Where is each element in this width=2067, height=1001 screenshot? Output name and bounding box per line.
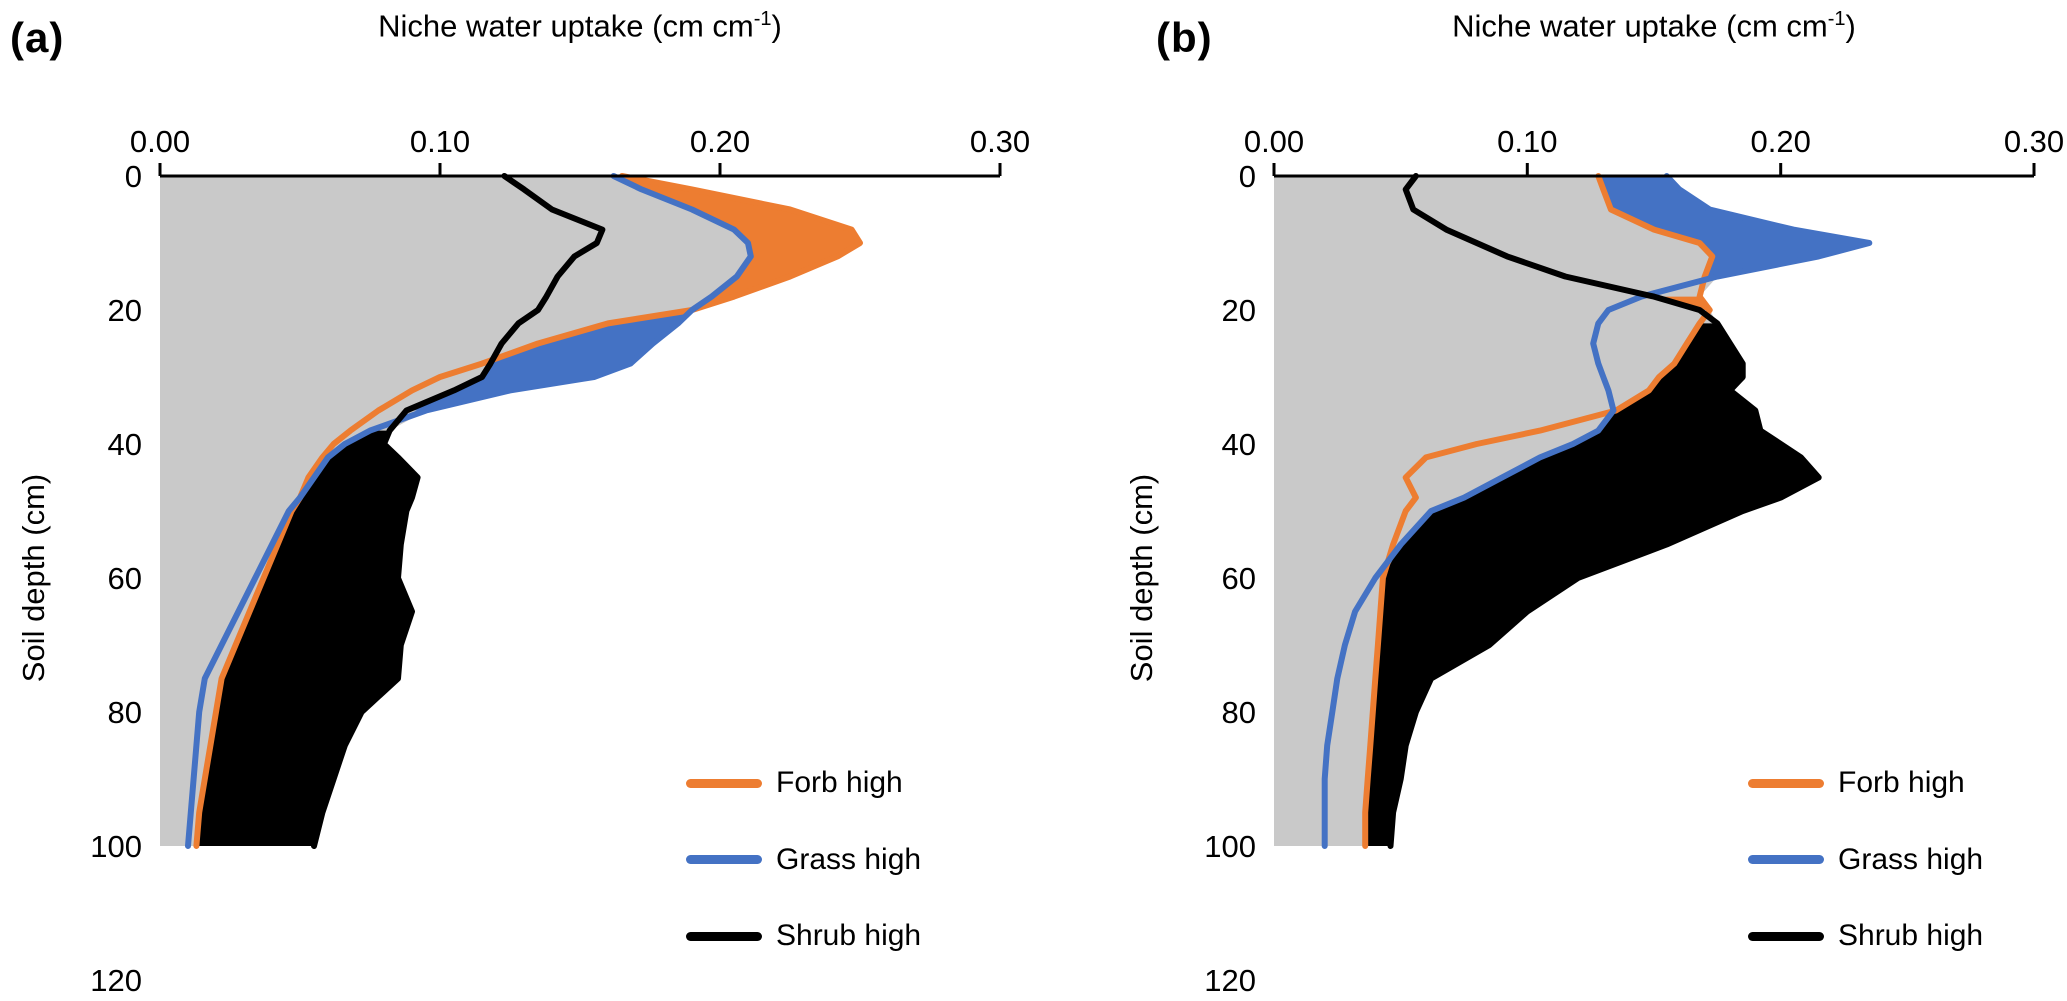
legend-item-forb-high: Forb high: [686, 766, 921, 801]
forb-high-legend-label: Forb high: [776, 766, 903, 799]
grass-high-line: [1321, 173, 1873, 849]
x-tick-label: 0.30: [970, 124, 1030, 159]
y-tick-label: 60: [108, 561, 142, 596]
y-tick-label: 0: [125, 159, 142, 194]
y-tick-label: 60: [1222, 561, 1256, 596]
x-axis-title-text: Niche water uptake (cm cm: [378, 8, 754, 44]
y-axis-title: Soil depth (cm): [16, 474, 51, 682]
grass-high-swatch: [1748, 855, 1824, 865]
y-axis-title: Soil depth (cm): [1124, 474, 1159, 682]
y-tick-label: 100: [1204, 829, 1256, 864]
forb-high-area: [613, 176, 860, 310]
grass-high-area: [1598, 176, 1870, 277]
x-tick-label: 0.00: [130, 124, 190, 159]
grass-high-swatch: [686, 855, 762, 865]
panel-a-legend: Forb high Grass high Shrub high: [686, 766, 921, 954]
shrub-high-line: [311, 173, 606, 849]
x-tick-label: 0.10: [410, 124, 470, 159]
forb-high-swatch: [686, 778, 762, 788]
x-tick-label: 0.00: [1244, 124, 1304, 159]
y-tick-label: 40: [1222, 427, 1256, 462]
grass-high-legend-label: Grass high: [776, 842, 922, 876]
forb-high-legend-label: Forb high: [1838, 766, 1965, 799]
y-tick-label: 120: [90, 963, 142, 998]
panel-b-x-axis-title: Niche water uptake (cm cm-1): [1274, 8, 2034, 44]
forb-high-line: [1362, 173, 1716, 849]
legend-item-shrub-high: Shrub high: [1748, 919, 1983, 954]
legend-item-shrub-high: Shrub high: [686, 919, 921, 954]
y-tick-label: 100: [90, 829, 142, 864]
x-axis-title-close: ): [1845, 8, 1856, 44]
x-tick-label: 0.10: [1497, 124, 1557, 159]
x-axis-title-close: ): [771, 8, 782, 44]
legend-item-grass-high: Grass high: [686, 843, 921, 878]
shrub-high-swatch: [686, 931, 762, 941]
y-tick-label: 0: [1239, 159, 1256, 194]
x-axis-title-superscript: -1: [753, 8, 772, 30]
legend-item-grass-high: Grass high: [1748, 843, 1983, 878]
x-axis-title-superscript: -1: [1827, 8, 1846, 30]
panel-a-label: (a): [10, 14, 65, 61]
shrub-high-area: [1365, 323, 1819, 846]
y-tick-label: 20: [108, 293, 142, 328]
panel-a-x-axis-title: Niche water uptake (cm cm-1): [160, 8, 1000, 44]
x-axis-title-text: Niche water uptake (cm cm: [1452, 8, 1828, 44]
grass-high-legend-label: Grass high: [1838, 842, 1984, 876]
panel-a: 0.00 0.10 0.20 0.30 0 20 40 60 80 100 120 Soil dept…: [10, 8, 1030, 998]
x-tick-label: 0.20: [1751, 124, 1811, 159]
y-tick-label: 40: [108, 427, 142, 462]
grass-high-area: [406, 310, 692, 411]
legend-item-forb-high: Forb high: [1748, 766, 1983, 801]
y-tick-label: 80: [108, 695, 142, 730]
x-tick-label: 0.20: [690, 124, 750, 159]
shrub-high-swatch: [1748, 931, 1824, 941]
panel-b-legend: Forb high Grass high Shrub high: [1748, 766, 1983, 954]
panel-a-chart-canvas: 0.00 0.10 0.20 0.30 0 20 40 60 80 100 120 Soil dept…: [16, 124, 1030, 998]
y-tick-label: 120: [1204, 963, 1256, 998]
y-tick-label: 80: [1222, 695, 1256, 730]
shrub-high-legend-label: Shrub high: [776, 919, 922, 952]
shrub-high-line: [1387, 173, 1822, 849]
shrub-high-area: [196, 430, 418, 846]
panel-b-label: (b): [1156, 14, 1213, 61]
y-tick-label: 20: [1222, 293, 1256, 328]
x-tick-label: 0.30: [2004, 124, 2064, 159]
grass-high-line: [185, 173, 754, 849]
panel-b-chart-canvas: 0.00 0.10 0.20 0.30 0 20 40 60 80 100 120 Soil dept…: [1124, 124, 2064, 998]
forb-high-line: [193, 173, 863, 849]
panel-b: 0.00 0.10 0.20 0.30 0 20 40 60 80 100 120 Soil dept…: [1034, 0, 2067, 1001]
shrub-high-legend-label: Shrub high: [1838, 919, 1984, 952]
forb-high-swatch: [1748, 778, 1824, 788]
